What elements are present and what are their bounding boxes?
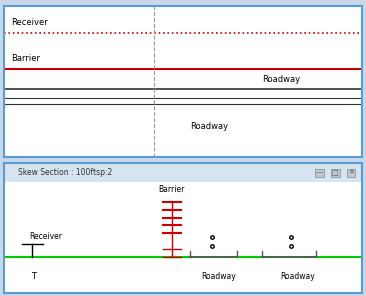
FancyBboxPatch shape: [4, 163, 362, 182]
Text: Skew Section : 100ftsp:2: Skew Section : 100ftsp:2: [18, 168, 112, 177]
Text: T: T: [30, 272, 36, 281]
Text: Barrier: Barrier: [158, 185, 184, 194]
Text: Roadway: Roadway: [190, 122, 228, 131]
Text: Roadway: Roadway: [280, 272, 315, 281]
Text: Barrier: Barrier: [11, 54, 40, 63]
Text: Receiver: Receiver: [29, 232, 62, 241]
Text: Roadway: Roadway: [201, 272, 236, 281]
Text: —: —: [316, 170, 323, 176]
Text: ✕: ✕: [348, 170, 354, 176]
Text: □: □: [332, 170, 339, 176]
Text: Receiver: Receiver: [11, 18, 48, 27]
Text: Roadway: Roadway: [262, 75, 300, 84]
